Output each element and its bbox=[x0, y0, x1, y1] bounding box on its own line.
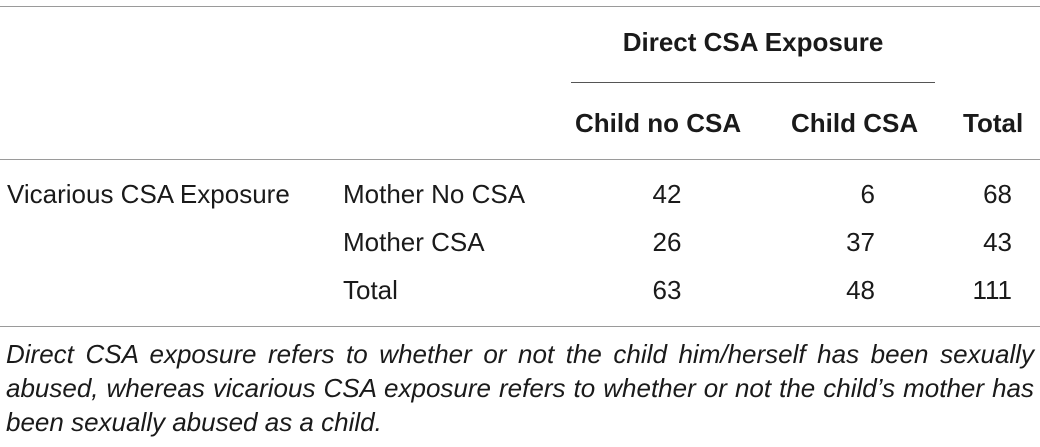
cell-value: 42 bbox=[652, 179, 682, 209]
row-label: Mother No CSA bbox=[343, 179, 526, 209]
column-header-child-csa: Child CSA bbox=[791, 108, 919, 138]
row-label: Mother CSA bbox=[343, 227, 485, 257]
cell-value: 63 bbox=[652, 275, 682, 305]
cell-value: 6 bbox=[860, 179, 875, 209]
cell-value: 26 bbox=[652, 227, 682, 257]
table-footnote: Direct CSA exposure refers to whether or… bbox=[6, 339, 1034, 437]
top-rule bbox=[0, 6, 1040, 7]
cell-value: 111 bbox=[972, 275, 1012, 305]
group-header-underline bbox=[571, 82, 935, 83]
row-label: Total bbox=[343, 275, 398, 305]
header-bottom-rule bbox=[0, 159, 1040, 160]
column-header-total: Total bbox=[963, 108, 1024, 138]
column-header-child-no-csa: Child no CSA bbox=[575, 108, 742, 138]
cell-value: 37 bbox=[846, 227, 875, 257]
group-header-direct-csa: Direct CSA Exposure bbox=[622, 27, 884, 57]
table-bottom-rule bbox=[0, 326, 1040, 327]
cell-value: 48 bbox=[846, 275, 875, 305]
row-group-label: Vicarious CSA Exposure bbox=[7, 179, 290, 209]
cell-value: 68 bbox=[983, 179, 1012, 209]
cell-value: 43 bbox=[983, 227, 1012, 257]
